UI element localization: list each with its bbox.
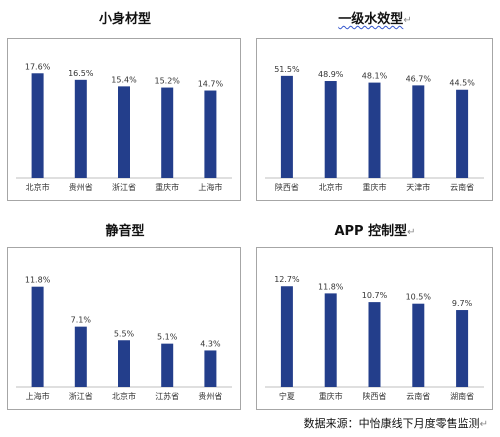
- value-label-1: 12.7%: [274, 275, 300, 284]
- bar-1: [31, 286, 44, 387]
- chart-panel-2: 51.5% 陕西省 48.9% 北京市 48.1% 重庆市 46.7% 天津市 44.5% 云南省: [256, 38, 493, 201]
- chart-title-2: 一级水效型↵: [250, 8, 500, 27]
- category-label-2: 贵州省: [69, 182, 93, 192]
- bar-2: [74, 79, 87, 178]
- value-label-5: 4.3%: [200, 339, 221, 348]
- value-label-1: 51.5%: [274, 65, 300, 74]
- bar-5: [456, 89, 469, 178]
- bar-3: [368, 82, 381, 178]
- bar-3: [368, 302, 381, 387]
- bar-2: [74, 326, 87, 387]
- paragraph-mark-4: ↵: [407, 227, 416, 238]
- chart-panel-3: 11.8% 上海市 7.1% 浙江省 5.5% 北京市 5.1% 江苏省 4.3% 贵州省: [7, 247, 241, 410]
- chart-title-2-text: 一级水效型: [338, 12, 404, 27]
- chart-svg-3: 11.8% 上海市 7.1% 浙江省 5.5% 北京市 5.1% 江苏省 4.3% 贵州省: [16, 276, 232, 401]
- paragraph-mark-2: ↵: [403, 15, 412, 26]
- chart-title-4: APP 控制型↵: [250, 220, 500, 239]
- category-label-4: 重庆市: [155, 182, 179, 192]
- bar-4: [161, 87, 174, 178]
- category-label-4: 江苏省: [155, 391, 179, 401]
- chart-panel-4: 12.7% 宁夏 11.8% 重庆市 10.7% 陕西省 10.5% 云南省 9.7% 湖南省: [256, 247, 493, 410]
- value-label-2: 16.5%: [68, 69, 94, 78]
- chart-svg-2: 51.5% 陕西省 48.9% 北京市 48.1% 重庆市 46.7% 天津市 44.5% 云南省: [265, 65, 484, 192]
- category-label-3: 重庆市: [363, 182, 387, 192]
- chart-title-3: 静音型: [0, 220, 250, 239]
- value-label-3: 10.7%: [362, 291, 388, 300]
- chart-svg-4: 12.7% 宁夏 11.8% 重庆市 10.7% 陕西省 10.5% 云南省 9.7% 湖南省: [265, 275, 484, 401]
- value-label-1: 11.8%: [25, 276, 51, 285]
- bar-5: [204, 90, 217, 178]
- value-label-5: 44.5%: [449, 79, 475, 88]
- category-label-4: 天津市: [406, 182, 430, 192]
- value-label-4: 5.1%: [157, 333, 178, 342]
- category-label-1: 陕西省: [275, 182, 299, 192]
- value-label-2: 48.9%: [318, 70, 344, 79]
- value-label-3: 15.4%: [111, 75, 137, 84]
- category-label-2: 重庆市: [319, 391, 343, 401]
- bar-1: [280, 286, 293, 387]
- chart-title-3-text: 静音型: [105, 224, 145, 239]
- category-label-5: 湖南省: [450, 391, 474, 401]
- category-label-5: 贵州省: [198, 391, 222, 401]
- bar-3: [118, 340, 130, 387]
- category-label-2: 北京市: [319, 182, 343, 192]
- chart-svg-1: 17.6% 北京市 16.5% 贵州省 15.4% 浙江省 15.2% 重庆市 14.7% 上海市: [16, 62, 232, 192]
- source-note: 数据来源：中怡康线下月度零售监测↵: [0, 415, 500, 431]
- value-label-3: 48.1%: [362, 72, 388, 81]
- bar-1: [31, 73, 44, 178]
- category-label-4: 云南省: [406, 391, 430, 401]
- bar-2: [324, 81, 337, 178]
- category-label-3: 陕西省: [363, 391, 387, 401]
- category-label-5: 上海市: [198, 182, 222, 192]
- bar-5: [204, 350, 217, 387]
- category-label-2: 浙江省: [69, 391, 93, 401]
- bar-1: [280, 75, 293, 178]
- bar-2: [324, 293, 337, 387]
- bar-4: [412, 303, 425, 387]
- value-label-2: 11.8%: [318, 282, 344, 291]
- category-label-3: 北京市: [112, 391, 136, 401]
- value-label-4: 15.2%: [154, 77, 180, 86]
- category-label-5: 云南省: [450, 182, 474, 192]
- value-label-3: 5.5%: [114, 329, 135, 338]
- value-label-4: 10.5%: [406, 293, 432, 302]
- chart-title-1-text: 小身材型: [98, 12, 151, 27]
- category-label-1: 宁夏: [279, 391, 295, 401]
- chart-title-4-text: APP 控制型: [334, 224, 408, 239]
- category-label-3: 浙江省: [112, 182, 136, 192]
- value-label-5: 14.7%: [198, 80, 224, 89]
- value-label-5: 9.7%: [452, 299, 473, 308]
- paragraph-mark-source: ↵: [479, 419, 488, 430]
- source-note-text: 数据来源：中怡康线下月度零售监测: [303, 417, 480, 430]
- value-label-4: 46.7%: [406, 74, 432, 83]
- bar-5: [456, 310, 469, 387]
- value-label-1: 17.6%: [25, 62, 51, 71]
- chart-title-1: 小身材型: [0, 8, 250, 27]
- chart-panel-1: 17.6% 北京市 16.5% 贵州省 15.4% 浙江省 15.2% 重庆市 14.7% 上海市: [7, 38, 241, 201]
- bar-4: [161, 343, 174, 387]
- category-label-1: 北京市: [26, 182, 50, 192]
- bar-4: [412, 85, 425, 178]
- bar-3: [118, 86, 130, 178]
- category-label-1: 上海市: [26, 391, 50, 401]
- value-label-2: 7.1%: [71, 316, 92, 325]
